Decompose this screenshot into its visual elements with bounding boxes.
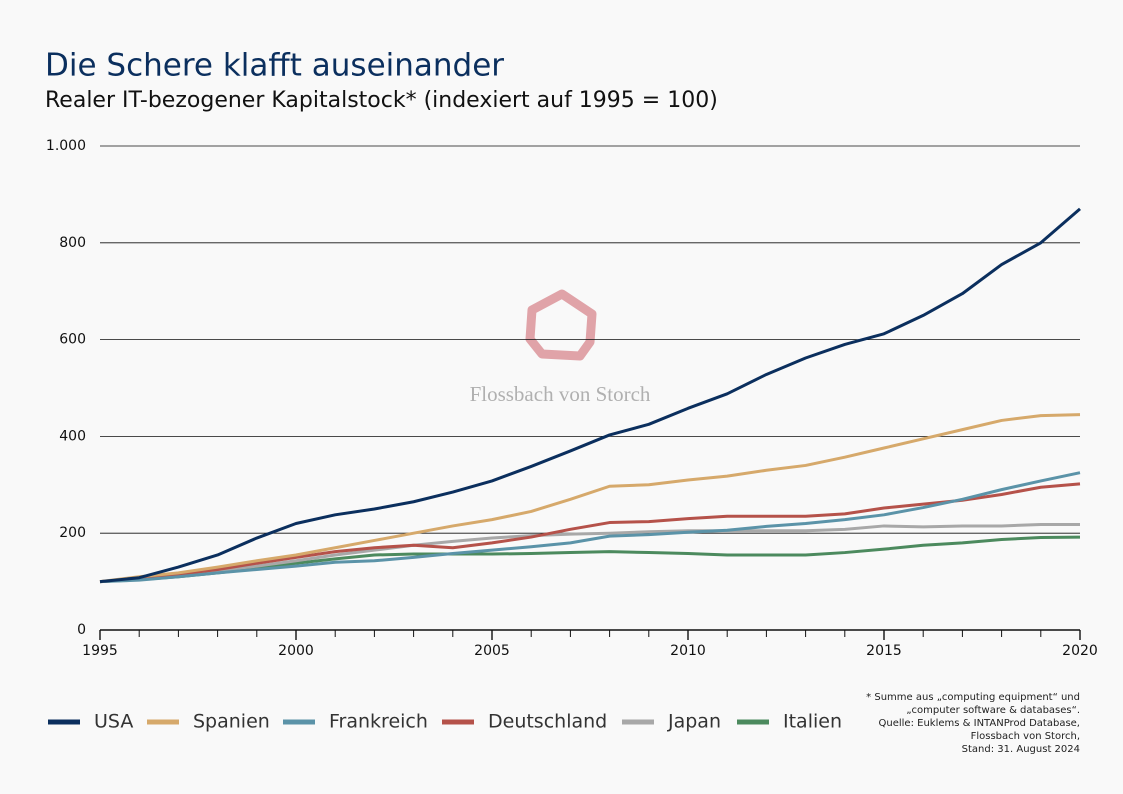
legend-label: Deutschland <box>488 711 607 733</box>
legend-label: Italien <box>783 711 842 733</box>
footnote: * Summe aus „computing equipment“ und <box>866 692 1080 703</box>
series-line <box>99 522 1080 584</box>
chart-subtitle: Realer IT-bezogener Kapitalstock* (index… <box>45 88 718 113</box>
y-tick-label: 200 <box>59 525 86 541</box>
series-line <box>99 471 1081 584</box>
y-tick-label: 0 <box>77 622 86 638</box>
series-line <box>99 482 1081 584</box>
x-tick-label: 2020 <box>1062 643 1098 659</box>
series-line <box>99 413 1081 584</box>
watermark: Flossbach von Storch <box>470 382 651 406</box>
x-tick-label: 2000 <box>278 643 314 659</box>
x-tick-label: 2015 <box>866 643 902 659</box>
y-tick-label: 400 <box>59 428 86 444</box>
y-tick-label: 800 <box>59 235 86 251</box>
x-tick-label: 2010 <box>670 643 706 659</box>
watermark-logo <box>525 289 597 361</box>
chart-title: Die Schere klafft auseinander <box>45 48 504 84</box>
legend-label: Frankreich <box>329 711 428 733</box>
legend-label: Japan <box>667 711 721 733</box>
y-tick-label: 600 <box>59 332 86 348</box>
legend-label: USA <box>94 711 133 733</box>
legend-label: Spanien <box>193 711 270 733</box>
footnote: Quelle: Euklems & INTANProd Database, <box>879 718 1080 729</box>
footnote: „computer software & databases“. <box>906 705 1080 716</box>
x-tick-label: 2005 <box>474 643 510 659</box>
x-tick-label: 1995 <box>82 643 118 659</box>
y-tick-label: 1.000 <box>46 138 86 154</box>
series-line <box>99 207 1081 584</box>
footnote: Flossbach von Storch, <box>971 731 1080 742</box>
footnote: Stand: 31. August 2024 <box>962 744 1080 755</box>
